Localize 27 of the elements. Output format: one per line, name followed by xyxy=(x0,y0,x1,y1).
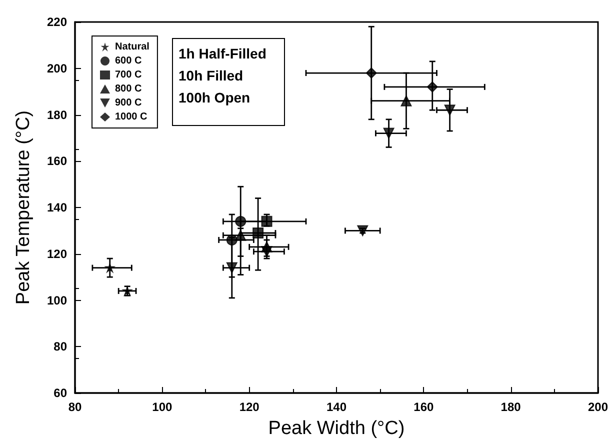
annotation: 100h Open xyxy=(178,90,250,106)
x-tick-label: 120 xyxy=(239,400,260,414)
y-tick-label: 60 xyxy=(54,386,68,400)
y-tick-label: 120 xyxy=(46,246,68,261)
legend-label: 900 C xyxy=(115,98,142,108)
x-tick-label: 180 xyxy=(500,400,522,414)
x-axis-title: Peak Width (°C) xyxy=(268,418,405,439)
x-tick-label: 80 xyxy=(68,400,82,414)
y-tick-label: 140 xyxy=(46,200,68,214)
y-tick-label: 220 xyxy=(46,15,68,29)
annotation: 10h Filled xyxy=(178,68,244,84)
y-axis-title: Peak Temperature (°C) xyxy=(13,110,34,305)
legend-label: Natural xyxy=(115,42,150,52)
legend-label: 800 C xyxy=(115,84,142,94)
x-tick-label: 160 xyxy=(414,400,434,414)
x-tick-label: 100 xyxy=(152,400,172,414)
legend-label: 1000 C xyxy=(115,112,148,122)
legend-label: 700 C xyxy=(115,70,142,80)
annotation: 1h Half-Filled xyxy=(178,46,266,62)
y-tick-label: 80 xyxy=(54,340,68,354)
y-tick-label: 100 xyxy=(46,293,68,308)
x-tick-label: 200 xyxy=(588,400,608,414)
y-tick-label: 200 xyxy=(46,61,68,76)
y-tick-label: 160 xyxy=(46,154,68,168)
x-tick-label: 140 xyxy=(326,400,347,414)
y-tick-label: 180 xyxy=(46,108,68,122)
legend-label: 600 C xyxy=(115,56,142,66)
